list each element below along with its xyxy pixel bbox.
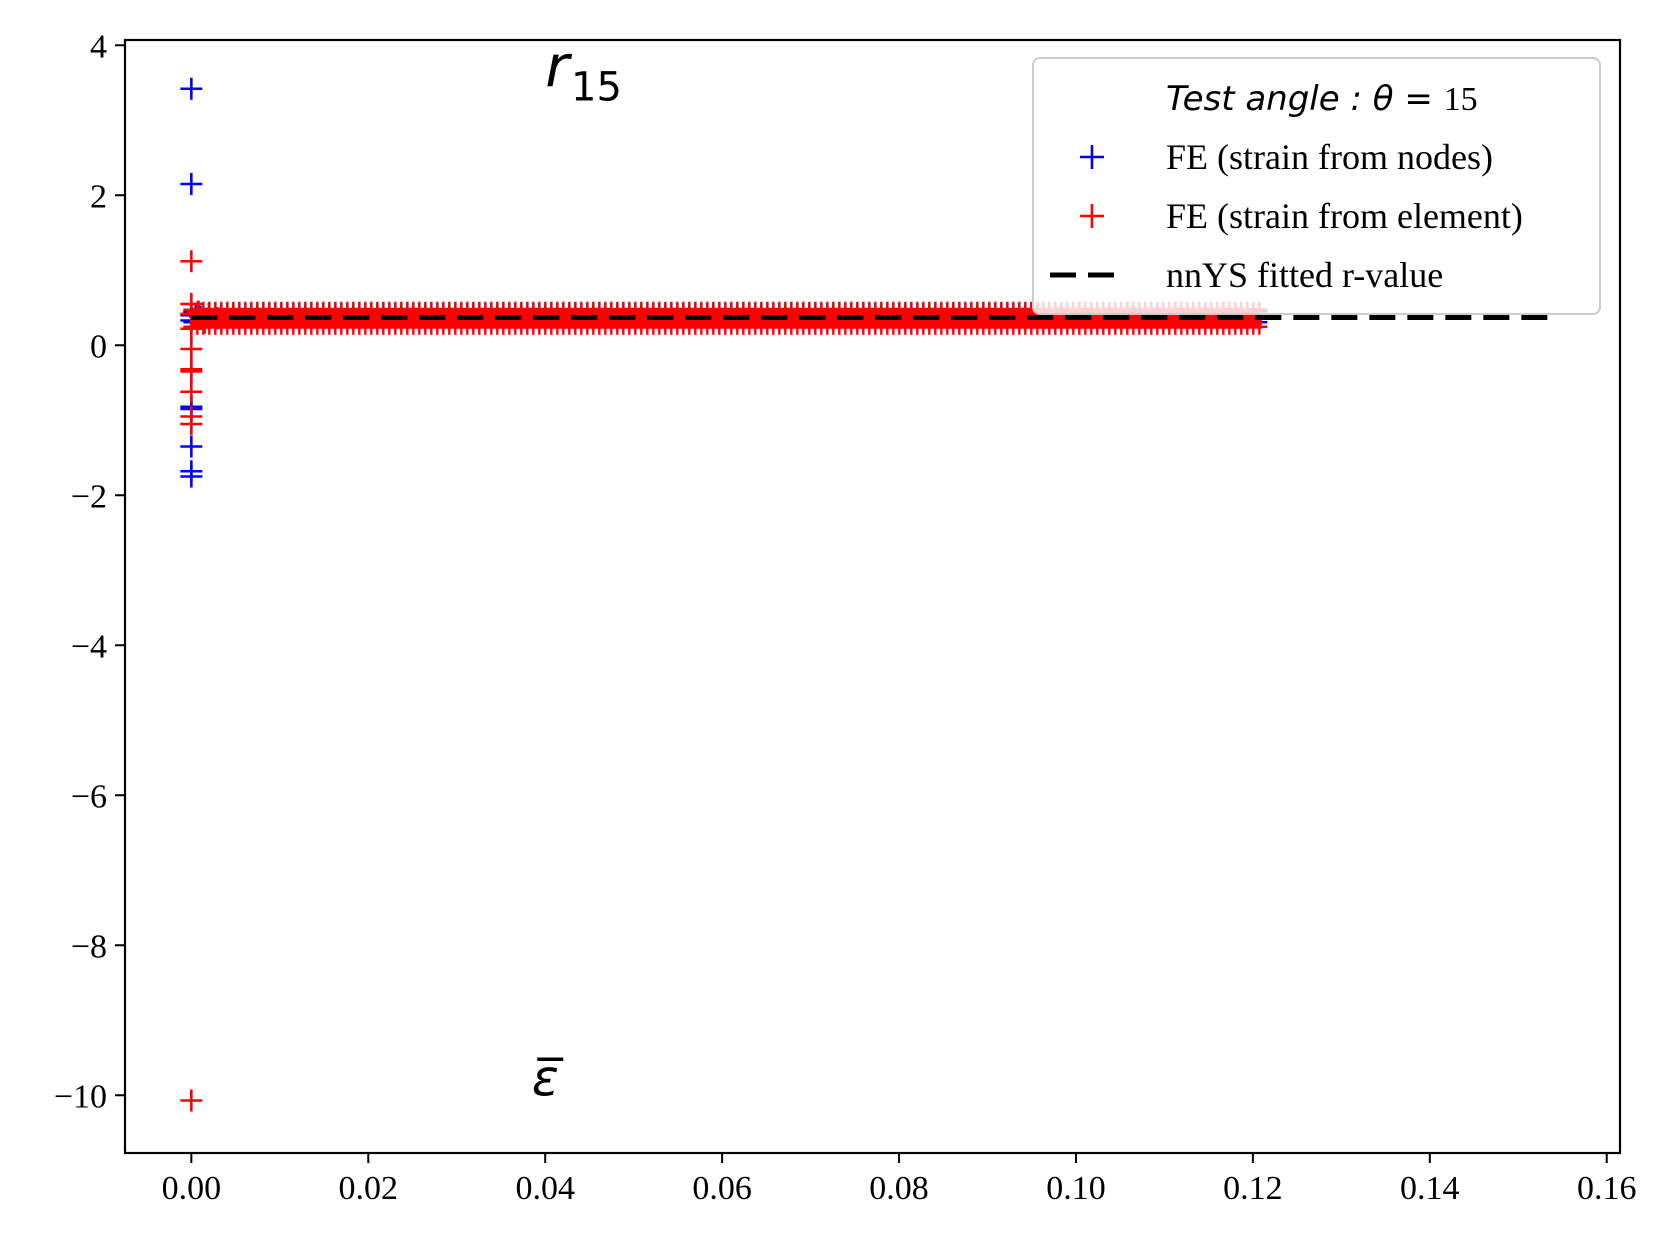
data-point xyxy=(180,413,203,435)
band-marker xyxy=(1251,318,1268,335)
data-point xyxy=(180,173,203,195)
data-point xyxy=(180,435,203,458)
ticks-layer: 0.00 0.02 0.04 0.06 0.08 0.10 0.12 0.14 0.16 4 2 0 −… xyxy=(54,28,1637,1207)
legend-label: nnYS fitted r-value xyxy=(1166,255,1443,295)
data-point xyxy=(180,317,203,340)
legend-marker xyxy=(1080,145,1104,169)
legend-marker xyxy=(1080,204,1104,228)
y-tick-label: 4 xyxy=(90,28,107,65)
y-tick-label: 0 xyxy=(90,328,107,365)
x-tick-label: 0.02 xyxy=(339,1170,399,1207)
legend: Test angle : θ = 15 FE (strain from nodes… xyxy=(1032,57,1601,315)
x-tick-label: 0.14 xyxy=(1400,1170,1460,1207)
x-tick-label: 0.00 xyxy=(162,1170,222,1207)
legend-box xyxy=(1032,57,1601,315)
legend-label: FE (strain from nodes) xyxy=(1166,137,1493,177)
legend-title: Test angle : θ = 15 xyxy=(1166,79,1478,119)
data-point xyxy=(180,77,203,100)
y-tick-label: −4 xyxy=(71,628,107,665)
x-tick-label: 0.08 xyxy=(869,1170,929,1207)
x-tick-label: 0.16 xyxy=(1577,1170,1637,1207)
series-1 xyxy=(180,250,1268,1112)
axes-frame xyxy=(123,38,1622,1155)
legend-label: FE (strain from element) xyxy=(1166,196,1523,236)
y-tick-label: −6 xyxy=(71,778,107,815)
y-tick-label: −10 xyxy=(54,1078,107,1115)
epsilon-bar-annotation: ε̅ xyxy=(532,1049,564,1107)
x-tick-label: 0.10 xyxy=(1046,1170,1106,1207)
data-point xyxy=(180,1089,203,1112)
data-point xyxy=(180,465,203,488)
x-tick-label: 0.04 xyxy=(515,1170,575,1207)
y-tick-label: −2 xyxy=(71,478,107,515)
data-point xyxy=(180,380,203,403)
y-tick-label: −8 xyxy=(71,928,107,965)
annotations-layer: r15 ε̅ xyxy=(532,33,622,1108)
series-layer xyxy=(180,77,1554,1112)
y-tick-label: 2 xyxy=(90,178,107,215)
r-annotation: r15 xyxy=(545,33,622,111)
x-tick-label: 0.06 xyxy=(692,1170,752,1207)
plot-area xyxy=(180,77,1554,1112)
data-point xyxy=(180,360,203,383)
data-point xyxy=(180,250,203,273)
x-tick-label: 0.12 xyxy=(1223,1170,1283,1207)
data-point xyxy=(180,338,203,360)
